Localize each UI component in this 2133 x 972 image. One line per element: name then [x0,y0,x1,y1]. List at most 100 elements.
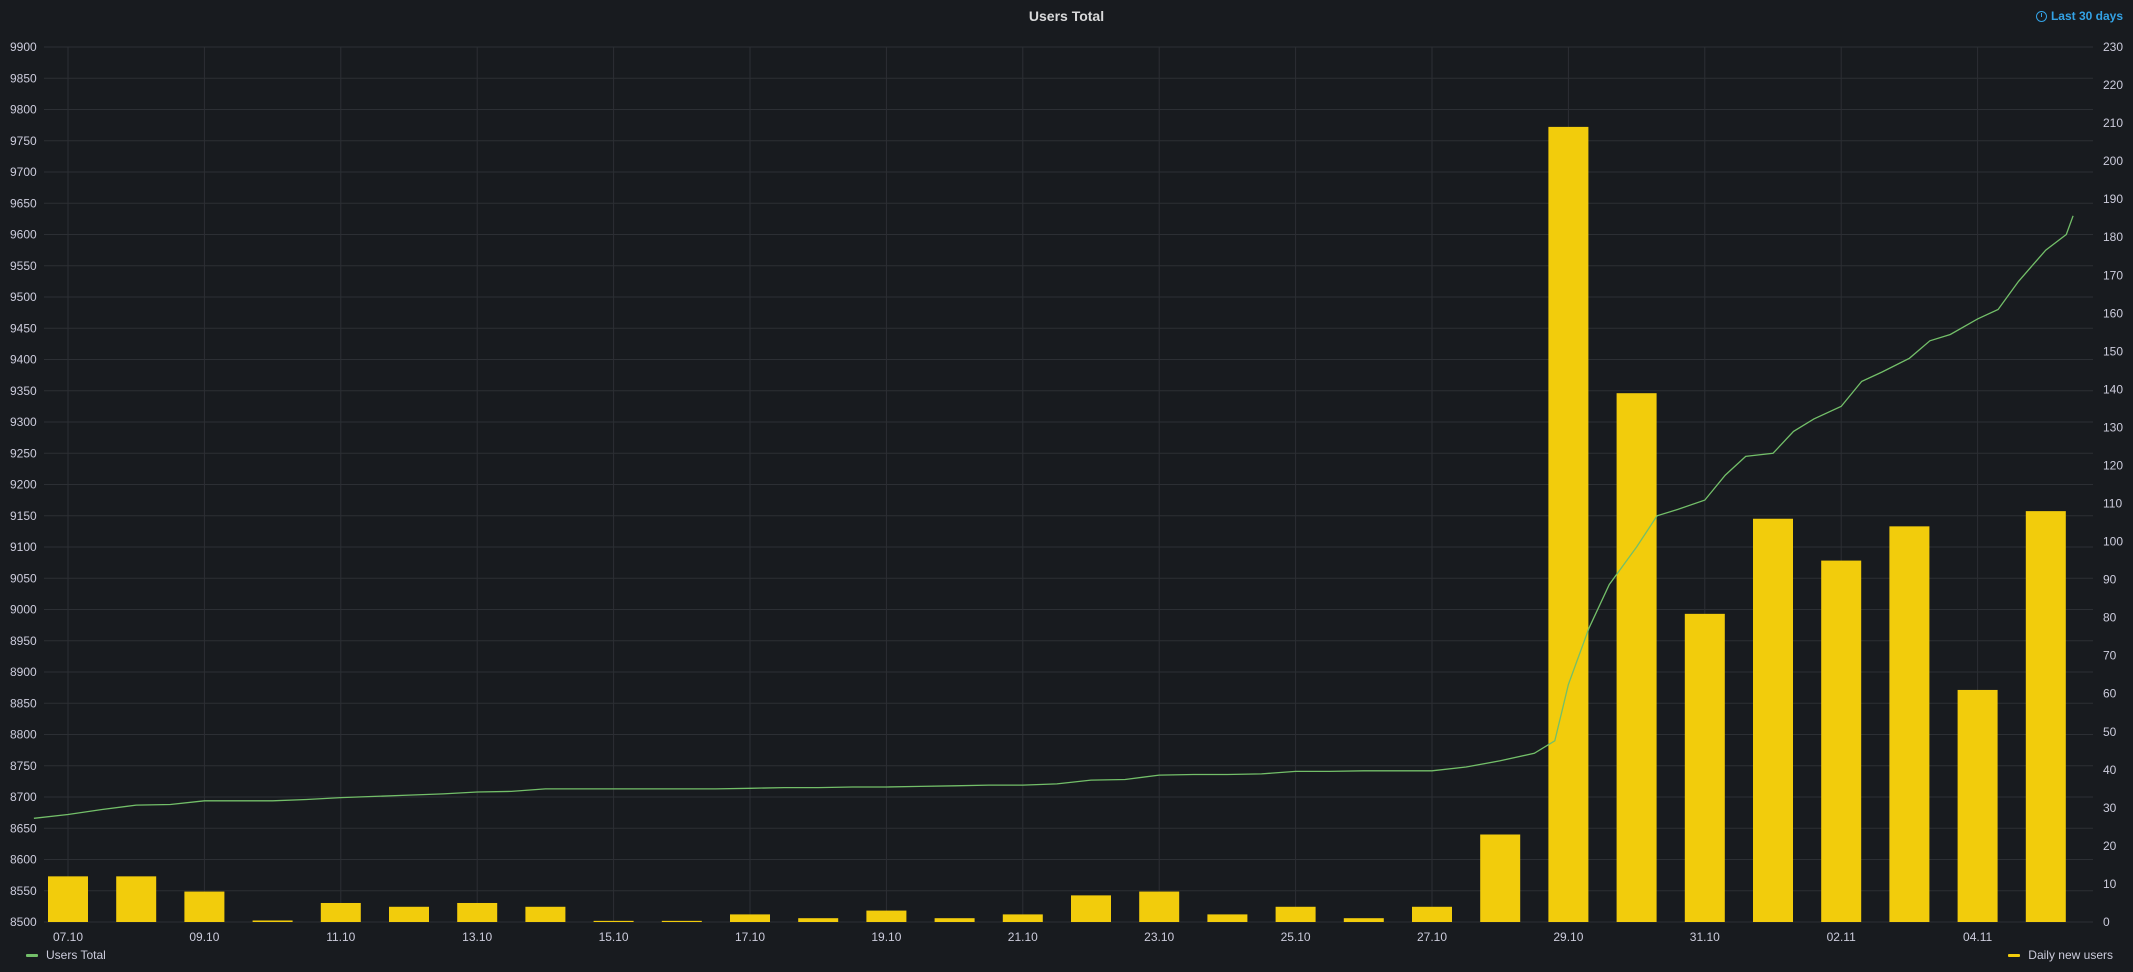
left-tick-label: 8750 [10,759,37,773]
left-tick-label: 9850 [10,71,37,85]
left-tick-label: 9600 [10,228,37,242]
right-tick-label: 200 [2103,154,2123,168]
left-tick-label: 9300 [10,415,37,429]
right-tick-label: 160 [2103,306,2123,320]
panel-title: Users Total [1028,8,1105,24]
left-tick-label: 9650 [10,196,37,210]
bar-daily-new-users [1684,613,1725,922]
left-tick-label: 8900 [10,665,37,679]
x-tick-label: 15.10 [599,930,629,944]
x-tick-label: 23.10 [1144,930,1174,944]
right-tick-label: 20 [2103,839,2117,853]
right-tick-label: 150 [2103,344,2123,358]
legend-line-swatch [26,953,38,957]
right-tick-label: 10 [2103,877,2117,891]
right-tick-label: 170 [2103,268,2123,282]
left-tick-label: 8700 [10,790,37,804]
x-tick-label: 17.10 [735,930,765,944]
left-tick-label: 9750 [10,134,37,148]
x-tick-label: 07.10 [53,930,83,944]
bar-daily-new-users [1275,906,1316,922]
bar-daily-new-users [1957,689,1998,922]
left-tick-label: 9900 [10,40,37,54]
left-tick-label: 9400 [10,353,37,367]
bar-daily-new-users [1343,918,1384,922]
right-tick-label: 60 [2103,687,2117,701]
left-tick-label: 9450 [10,321,37,335]
right-tick-label: 70 [2103,649,2117,663]
bar-daily-new-users [593,920,634,922]
bar-daily-new-users [1548,126,1589,923]
time-range-label: Last 30 days [2050,9,2123,23]
bar-daily-new-users [866,910,907,922]
left-tick-label: 9350 [10,384,37,398]
bar-daily-new-users [1753,518,1793,922]
bar-daily-new-users [525,906,566,922]
bar-daily-new-users [1821,560,1862,922]
right-tick-label: 130 [2103,420,2123,434]
left-tick-label: 8800 [10,728,37,742]
left-tick-label: 8550 [10,884,37,898]
bar-daily-new-users [389,906,429,922]
left-tick-label: 9000 [10,603,37,617]
left-tick-label: 8650 [10,821,37,835]
x-tick-label: 31.10 [1690,930,1720,944]
bar-daily-new-users [730,914,770,922]
bar-daily-new-users [1002,914,1043,922]
right-tick-label: 0 [2103,915,2110,929]
x-tick-label: 25.10 [1281,930,1311,944]
right-tick-label: 90 [2103,573,2117,587]
bar-daily-new-users [457,902,498,922]
right-tick-label: 100 [2103,535,2123,549]
x-tick-label: 21.10 [1008,930,1038,944]
right-tick-label: 140 [2103,382,2123,396]
x-tick-label: 13.10 [462,930,492,944]
right-tick-label: 30 [2103,801,2117,815]
x-tick-label: 29.10 [1553,930,1583,944]
left-tick-label: 9700 [10,165,37,179]
bar-daily-new-users [1207,914,1248,922]
bar-daily-new-users [1412,906,1452,922]
clock-icon [2035,10,2047,22]
x-tick-label: 11.10 [326,930,355,944]
x-tick-label: 27.10 [1417,930,1447,944]
right-tick-label: 120 [2103,458,2123,472]
left-tick-label: 9100 [10,540,37,554]
bar-daily-new-users [1889,526,1930,922]
right-tick-label: 210 [2103,116,2123,130]
legend-label-users-total: Users Total [46,948,106,962]
bar-daily-new-users [184,891,225,922]
time-range-picker[interactable]: Last 30 days [2035,9,2123,23]
x-tick-label: 02.11 [1827,930,1856,944]
left-tick-label: 9800 [10,103,37,117]
left-tick-label: 8950 [10,634,37,648]
bar-daily-new-users [320,902,361,922]
right-tick-label: 110 [2103,497,2122,511]
legend-bar-swatch [2008,953,2021,957]
legend-daily-new-users[interactable]: Daily new users [2008,948,2113,962]
bar-daily-new-users [252,920,293,922]
x-tick-label: 04.11 [1963,930,1992,944]
bar-daily-new-users [1480,834,1521,922]
left-tick-label: 9150 [10,509,37,523]
x-tick-label: 09.10 [189,930,219,944]
line-users-total [33,215,2074,819]
right-tick-label: 80 [2103,611,2117,625]
left-tick-label: 9500 [10,290,37,304]
right-tick-label: 220 [2103,78,2123,92]
x-tick-label: 19.10 [871,930,901,944]
bar-daily-new-users [934,918,975,922]
bar-daily-new-users [798,918,839,922]
right-tick-label: 180 [2103,230,2123,244]
bar-daily-new-users [1139,891,1180,922]
legend-label-daily-new-users: Daily new users [2028,948,2113,962]
bar-daily-new-users [116,876,157,922]
right-tick-label: 50 [2103,725,2117,739]
left-tick-label: 8850 [10,696,37,710]
bar-daily-new-users [661,920,702,922]
left-tick-label: 9550 [10,259,37,273]
legend-users-total[interactable]: Users Total [26,948,106,962]
left-tick-label: 9050 [10,571,37,585]
